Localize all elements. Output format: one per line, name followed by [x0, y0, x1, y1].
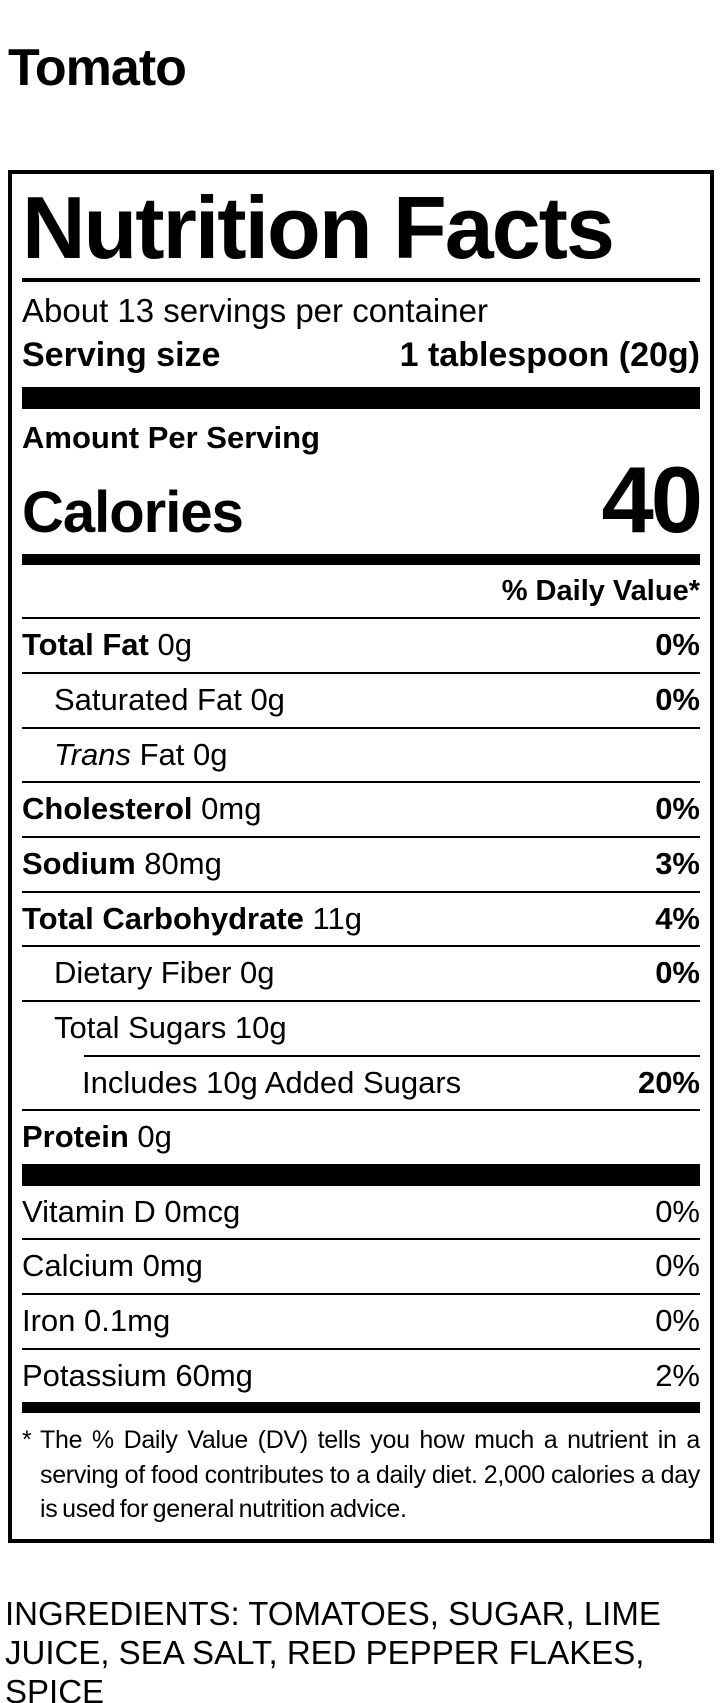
nutrient-dv: 0%	[655, 791, 700, 827]
thick-bar-micronutrients	[22, 1163, 700, 1186]
product-title: Tomato	[8, 39, 187, 97]
nutrient-row-trans-fat: Trans Fat 0g	[22, 729, 700, 782]
nutrient-name: Total Fat 0g	[22, 627, 192, 663]
divider	[22, 835, 700, 838]
medium-bar-calories	[22, 554, 700, 566]
divider	[22, 672, 700, 675]
divider	[22, 1109, 700, 1112]
calories-row: Calories 40	[22, 446, 703, 555]
nutrient-name: Total Sugars 10g	[54, 1009, 287, 1045]
nutrition-facts-label: Nutrition Facts About 13 servings per co…	[8, 170, 714, 1543]
nutrient-dv: 0%	[655, 1248, 700, 1284]
nutrient-dv: 2%	[655, 1357, 700, 1393]
calories-label: Calories	[22, 479, 244, 545]
nutrient-row-protein: Protein 0g	[22, 1111, 700, 1164]
label-title: Nutrition Facts	[22, 178, 615, 277]
nutrient-dv: 0%	[655, 955, 700, 991]
micronutrient-row-vitamin-d: Vitamin D 0mcg 0%	[22, 1186, 700, 1239]
nutrient-dv: 20%	[637, 1064, 700, 1100]
divider	[22, 1347, 700, 1350]
nutrient-dv: 0%	[655, 627, 700, 663]
divider	[22, 1293, 700, 1296]
nutrient-name: Cholesterol 0mg	[22, 791, 262, 827]
micronutrient-row-potassium: Potassium 60mg 2%	[22, 1350, 700, 1403]
nutrient-name: Includes 10g Added Sugars	[82, 1064, 462, 1100]
nutrient-dv: 0%	[655, 1193, 700, 1229]
nutrient-row-sodium: Sodium 80mg 3%	[22, 838, 700, 891]
nutrient-row-added-sugars: Includes 10g Added Sugars 20%	[22, 1057, 700, 1110]
thick-bar-top	[22, 386, 700, 409]
footnote-text: The % Daily Value (DV) tells you how muc…	[40, 1426, 700, 1524]
divider	[22, 999, 700, 1002]
divider	[22, 781, 700, 784]
nutrient-name: Calcium 0mg	[22, 1248, 203, 1284]
medium-bar-footnote	[22, 1402, 700, 1414]
footnote-marker: *	[22, 1426, 32, 1455]
divider	[22, 726, 700, 729]
nutrient-dv: 3%	[655, 845, 700, 881]
title-divider	[22, 278, 700, 282]
amount-per-serving-label: Amount Per Serving	[22, 419, 320, 455]
footnote: * The % Daily Value (DV) tells you how m…	[22, 1413, 700, 1529]
nutrient-row-total-sugars: Total Sugars 10g	[22, 1002, 700, 1055]
serving-size-row: Serving size 1 tablespoon (20g)	[22, 333, 700, 387]
divider-indented	[84, 1054, 700, 1057]
micronutrient-row-calcium: Calcium 0mg 0%	[22, 1240, 700, 1293]
nutrient-name: Protein 0g	[22, 1119, 172, 1155]
nutrient-row-saturated-fat: Saturated Fat 0g 0%	[22, 674, 700, 727]
micronutrient-row-iron: Iron 0.1mg 0%	[22, 1295, 700, 1348]
serving-size-value: 1 tablespoon (20g)	[399, 335, 700, 374]
nutrient-dv: 4%	[655, 900, 700, 936]
divider	[22, 890, 700, 893]
nutrient-dv: 0%	[655, 682, 700, 718]
nutrient-name: Total Carbohydrate 11g	[22, 900, 362, 936]
calories-value: 40	[601, 446, 703, 552]
nutrient-name: Saturated Fat 0g	[54, 682, 285, 718]
nutrient-row-cholesterol: Cholesterol 0mg 0%	[22, 783, 700, 836]
serving-size-label: Serving size	[22, 335, 221, 374]
divider	[22, 945, 700, 948]
nutrient-name: Vitamin D 0mcg	[22, 1193, 241, 1229]
daily-value-header: % Daily Value*	[501, 575, 700, 608]
ingredients-statement: INGREDIENTS: TOMATOES, SUGAR, LIME JUICE…	[5, 1594, 661, 1703]
nutrient-row-total-carbohydrate: Total Carbohydrate 11g 4%	[22, 893, 700, 946]
nutrient-name: Sodium 80mg	[22, 845, 222, 881]
nutrient-name: Potassium 60mg	[22, 1357, 253, 1393]
nutrient-name: Iron 0.1mg	[22, 1303, 171, 1339]
divider	[22, 1238, 700, 1241]
nutrient-dv: 0%	[655, 1303, 700, 1339]
nutrient-row-total-fat: Total Fat 0g 0%	[22, 619, 700, 672]
nutrient-name: Dietary Fiber 0g	[54, 955, 275, 991]
nutrient-name: Trans Fat 0g	[54, 736, 228, 772]
nutrient-row-dietary-fiber: Dietary Fiber 0g 0%	[22, 947, 700, 1000]
servings-per-container: About 13 servings per container	[22, 292, 488, 329]
divider	[22, 617, 700, 620]
